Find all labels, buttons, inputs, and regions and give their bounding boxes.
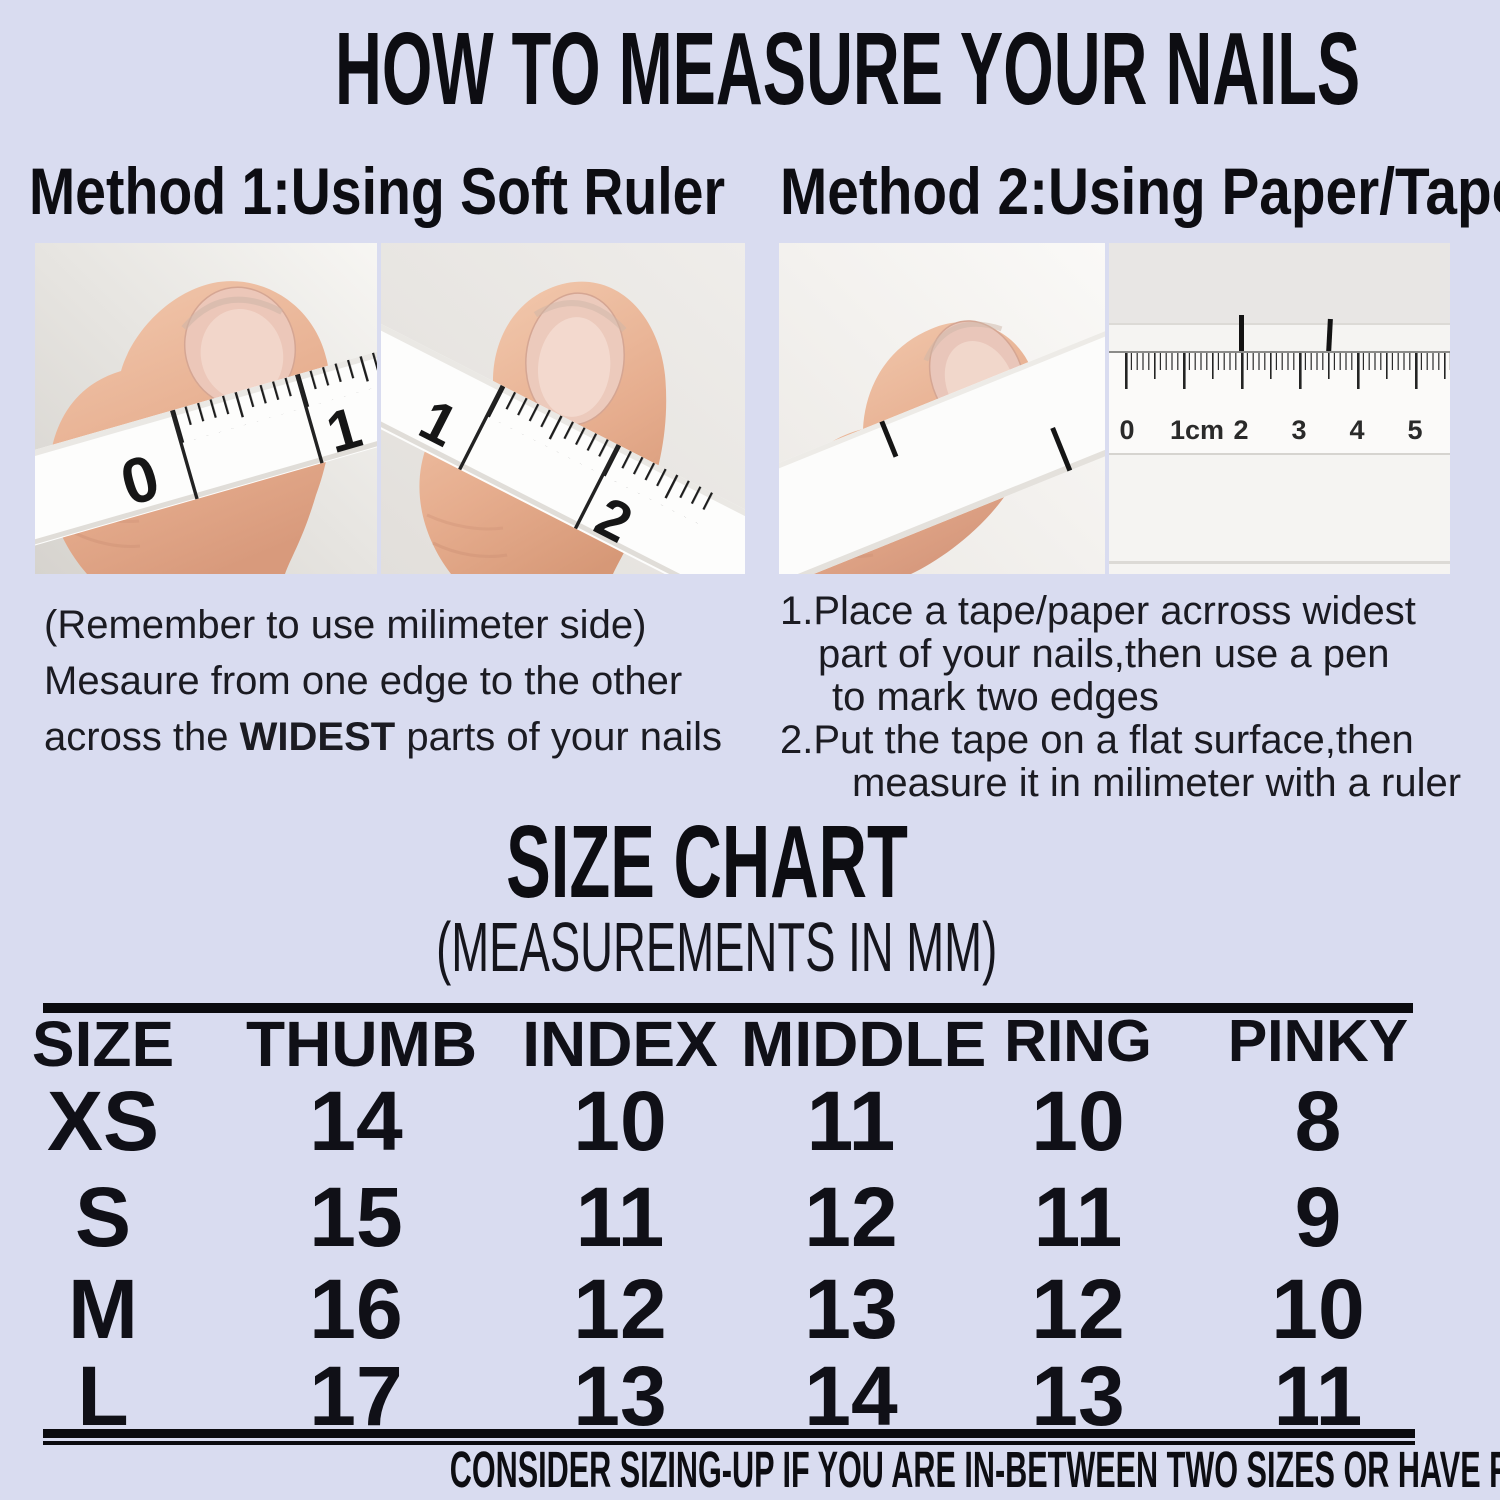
value-pinky: 10	[1271, 1262, 1365, 1356]
value-index: 12	[573, 1262, 667, 1356]
method2-step-line: part of your nails,then use a pen	[818, 632, 1390, 676]
measuring-tape-illustration: 1 2	[381, 307, 745, 574]
value-index: 10	[573, 1074, 667, 1168]
value-thumb: 14	[309, 1074, 403, 1168]
value-thumb: 15	[309, 1170, 403, 1264]
value-pinky: 11	[1273, 1349, 1363, 1443]
ruler-label-3: 3	[1291, 415, 1306, 445]
value-thumb: 17	[309, 1349, 403, 1443]
size-label: L	[77, 1349, 129, 1443]
widest-emphasis: WIDEST	[239, 715, 396, 759]
method2-step-line: 1.Place a tape/paper acrross widest	[780, 589, 1416, 633]
value-index: 11	[575, 1170, 665, 1264]
paper-and-ruler-illustration: 0 1cm 2 3 4 5	[1109, 315, 1450, 574]
value-thumb: 16	[309, 1262, 403, 1356]
size-label: M	[68, 1262, 138, 1356]
table-header-row: SIZE THUMB INDEX MIDDLE RING PINKY	[0, 1012, 1500, 1104]
column-header-pinky: PINKY	[1227, 1008, 1409, 1074]
value-pinky: 9	[1294, 1170, 1342, 1264]
ruler-labels: 0 1cm 2 3 4 5	[1119, 415, 1422, 445]
value-middle: 13	[804, 1262, 898, 1356]
method1-note-line1: (Remember to use milimeter side)	[44, 603, 647, 647]
value-ring: 12	[1031, 1262, 1125, 1356]
method1-heading: Method 1:Using Soft Ruler	[29, 154, 726, 228]
column-header-size: SIZE	[31, 1008, 175, 1080]
page-title: HOW TO MEASURE YOUR NAILS	[34, 17, 1500, 120]
ruler-photo: 0 1cm 2 3 4 5	[1109, 243, 1450, 574]
method1-note-line3: across the WIDEST parts of your nails	[44, 715, 723, 759]
ruler-label-0: 0	[1119, 415, 1134, 445]
method1-note: (Remember to use milimeter side) Mesaure…	[44, 597, 722, 765]
method2-photo-left	[779, 243, 1105, 574]
value-ring: 10	[1031, 1074, 1125, 1168]
method1-note-line2: Mesaure from one edge to the other	[44, 659, 683, 703]
footer-note: CONSIDER SIZING-UP IF YOU ARE IN-BETWEEN…	[449, 1441, 1500, 1498]
value-ring: 13	[1031, 1349, 1125, 1443]
value-middle: 14	[804, 1349, 898, 1443]
ruler-label-2: 2	[1233, 415, 1248, 445]
value-middle: 11	[806, 1074, 896, 1168]
method2-steps: 1.Place a tape/paper acrross widest part…	[780, 590, 1461, 805]
method2-step-line: to mark two edges	[832, 675, 1159, 719]
column-header-middle: MIDDLE	[741, 1008, 987, 1080]
table-top-rule	[43, 1003, 1413, 1013]
thumb-soft-ruler-photo-2: 1 2	[381, 243, 745, 574]
column-header-thumb: THUMB	[246, 1008, 478, 1080]
size-label: S	[74, 1170, 132, 1264]
pen-mark-right	[1050, 426, 1073, 472]
method2-step-line: measure it in milimeter with a ruler	[852, 761, 1462, 805]
method1-photo-right: 1 2	[381, 243, 745, 574]
method2-step-line: 2.Put the tape on a flat surface,then	[780, 718, 1414, 762]
value-index: 13	[573, 1349, 667, 1443]
column-header-ring: RING	[1004, 1008, 1152, 1074]
value-pinky: 8	[1294, 1074, 1342, 1168]
table-bottom-rule-thin	[43, 1441, 1415, 1445]
method2-heading: Method 2:Using Paper/Tape	[780, 154, 1500, 228]
table-row-l: L 17 13 14 13 11	[0, 1354, 1500, 1446]
thumb-paper-band-photo	[779, 243, 1105, 574]
ruler-label-1cm: 1cm	[1170, 415, 1224, 445]
value-middle: 12	[804, 1170, 898, 1264]
column-header-index: INDEX	[522, 1008, 718, 1080]
table-row-m: M 16 12 13 12 10	[0, 1267, 1500, 1359]
ruler-label-5: 5	[1407, 415, 1422, 445]
table-bottom-rule	[43, 1429, 1415, 1438]
page-title-text: HOW TO MEASURE YOUR NAILS	[335, 11, 1361, 126]
size-label: XS	[46, 1074, 160, 1168]
size-chart-subtitle: (MEASUREMENTS IN MM)	[436, 908, 998, 986]
ruler-ticks	[1123, 353, 1450, 389]
paper-band-illustration	[779, 324, 1105, 574]
size-chart-title: SIZE CHART	[506, 804, 908, 919]
pen-mark-left	[879, 420, 899, 458]
value-ring: 11	[1033, 1170, 1123, 1264]
ruler-label-4: 4	[1349, 415, 1364, 445]
table-row-s: S 15 11 12 11 9	[0, 1175, 1500, 1267]
thumb-soft-ruler-photo-1: 0 1	[35, 243, 377, 574]
method1-photo-left: 0 1	[35, 243, 377, 574]
thumb-nail	[181, 286, 297, 408]
method2-photo-right: 0 1cm 2 3 4 5	[1109, 243, 1450, 574]
thumb-nail	[525, 292, 627, 426]
pen-mark-right	[1326, 318, 1333, 354]
measuring-tape-illustration: 0 1	[35, 341, 377, 552]
table-row-xs: XS 14 10 11 10 8	[0, 1079, 1500, 1171]
pen-mark-left	[1239, 315, 1244, 353]
